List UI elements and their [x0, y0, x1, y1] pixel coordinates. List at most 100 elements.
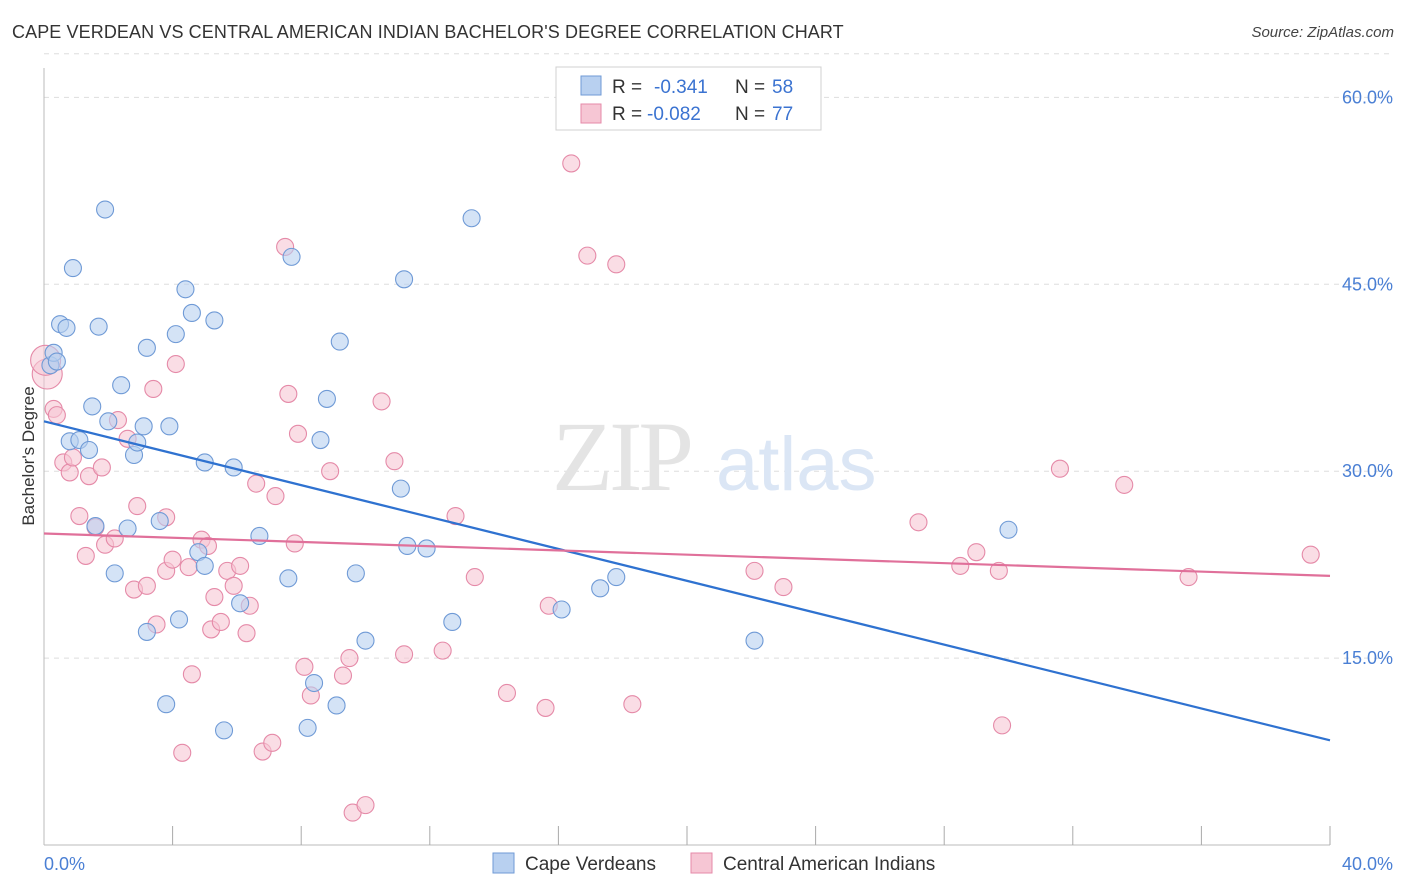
central-american-indians-point-69 — [967, 543, 986, 562]
cape-verdeans-point-54 — [591, 579, 610, 598]
cape-verdeans-point-14 — [105, 564, 124, 583]
central-american-indians-point-45 — [295, 657, 314, 676]
central-american-indians-point-44 — [288, 424, 308, 443]
central-american-indians-point-59 — [536, 698, 555, 717]
central-american-indians-point-49 — [340, 649, 359, 668]
central-american-indians-point-10 — [92, 458, 111, 477]
central-american-indians-point-52 — [372, 392, 391, 411]
cape-verdeans-point-16 — [118, 519, 137, 538]
cape-verdeans-point-8 — [79, 440, 99, 460]
cape-verdeans-point-38 — [282, 247, 301, 266]
trend-lines — [43, 420, 1331, 742]
legend-n-label-2: N = — [735, 104, 765, 125]
y-tick-label-30: 30.0% — [1342, 461, 1393, 481]
central-american-indians-point-25 — [179, 558, 198, 577]
cape-verdeans-point-11 — [89, 317, 108, 336]
legend-box: R = -0.341 N = 58 R = -0.082 N = 77 — [555, 66, 822, 131]
central-american-indians-point-75 — [1301, 545, 1320, 564]
bottom-legend-swatch-blue — [492, 852, 515, 874]
y-tick-label-15: 15.0% — [1342, 648, 1393, 668]
cape-verdeans-point-28 — [182, 303, 201, 322]
cape-verdeans-point-2 — [47, 352, 66, 371]
cape-verdeans-point-33 — [214, 721, 234, 740]
series-cape-verdeans — [41, 200, 1018, 740]
central-american-indians-point-62 — [578, 246, 597, 265]
central-american-indians-point-54 — [395, 645, 414, 664]
cape-verdeans-point-5 — [63, 259, 82, 278]
central-american-indians-point-72 — [1050, 459, 1069, 478]
grid-lines — [44, 53, 1393, 659]
central-american-indians-point-24 — [173, 743, 192, 762]
central-american-indians-point-26 — [182, 665, 201, 684]
cape-verdeans-point-10 — [86, 516, 105, 536]
trend-line-central-american-indians — [43, 532, 1331, 577]
cape-verdeans-point-37 — [279, 569, 298, 588]
legend-r-value-2: -0.082 — [647, 104, 701, 125]
central-american-indians-point-5 — [63, 448, 82, 467]
central-american-indians-point-37 — [247, 474, 266, 493]
legend-swatch-pink — [580, 103, 602, 124]
central-american-indians-point-7 — [76, 546, 95, 565]
central-american-indians-point-61 — [562, 154, 581, 173]
cape-verdeans-point-27 — [176, 280, 195, 299]
central-american-indians-point-68 — [951, 556, 970, 575]
central-american-indians-point-70 — [989, 561, 1008, 580]
y-tick-labels: 15.0% 30.0% 45.0% 60.0% — [1342, 87, 1393, 668]
legend-r-label-1: R = — [612, 77, 642, 98]
cape-verdeans-point-56 — [745, 631, 764, 650]
central-american-indians-point-6 — [70, 506, 89, 526]
central-american-indians-point-66 — [774, 578, 793, 597]
cape-verdeans-point-47 — [391, 479, 410, 498]
central-american-indians-point-48 — [333, 666, 353, 685]
axes — [43, 68, 1331, 846]
central-american-indians-point-64 — [623, 695, 642, 714]
cape-verdeans-point-35 — [231, 594, 250, 613]
cape-verdeans-point-30 — [195, 556, 214, 575]
chart-title: CAPE VERDEAN VS CENTRAL AMERICAN INDIAN … — [12, 22, 844, 42]
cape-verdeans-point-4 — [57, 318, 76, 337]
cape-verdeans-point-24 — [160, 417, 179, 436]
central-american-indians-point-65 — [745, 561, 764, 580]
cape-verdeans-point-55 — [607, 568, 626, 587]
cape-verdeans-point-13 — [99, 412, 118, 431]
cape-verdeans-point-23 — [157, 695, 176, 714]
central-american-indians-point-47 — [321, 462, 340, 481]
central-american-indians-point-63 — [607, 255, 626, 274]
cape-verdeans-point-42 — [317, 389, 336, 408]
cape-verdeans-point-45 — [346, 564, 365, 583]
cape-verdeans-point-41 — [311, 430, 330, 450]
central-american-indians-point-23 — [166, 354, 185, 374]
legend-n-label-1: N = — [735, 77, 765, 98]
cape-verdeans-point-15 — [112, 376, 131, 395]
central-american-indians-point-57 — [465, 568, 484, 587]
central-american-indians-point-73 — [1115, 475, 1134, 494]
central-american-indians-point-51 — [356, 796, 375, 815]
legend-r-label-2: R = — [612, 104, 642, 125]
central-american-indians-point-22 — [163, 550, 182, 569]
central-american-indians-point-33 — [224, 576, 243, 595]
x-tick-label-max: 40.0% — [1342, 854, 1393, 874]
central-american-indians-point-71 — [993, 716, 1012, 735]
cape-verdeans-point-20 — [137, 622, 156, 641]
legend-n-value-1: 58 — [772, 77, 793, 98]
bottom-legend: Cape Verdeans Central American Indians — [492, 852, 935, 875]
trend-line-cape-verdeans — [43, 420, 1331, 742]
legend-swatch-blue — [580, 75, 602, 96]
cape-verdeans-point-12 — [96, 200, 115, 219]
central-american-indians-point-35 — [237, 624, 256, 643]
cape-verdeans-point-40 — [305, 673, 324, 693]
central-american-indians-point-17 — [137, 576, 156, 595]
cape-verdeans-point-48 — [395, 270, 414, 289]
central-american-indians-point-8 — [79, 467, 99, 486]
central-american-indians-point-42 — [279, 384, 298, 403]
cape-verdeans-point-51 — [443, 612, 462, 632]
central-american-indians-point-4 — [60, 463, 79, 482]
central-american-indians-point-16 — [128, 497, 147, 516]
central-american-indians-point-40 — [266, 487, 285, 506]
cape-verdeans-point-36 — [250, 526, 269, 546]
watermark-zip: ZIP — [552, 401, 690, 512]
cape-verdeans-point-19 — [134, 417, 153, 436]
central-american-indians-point-31 — [211, 612, 230, 632]
central-american-indians-point-74 — [1179, 568, 1198, 587]
